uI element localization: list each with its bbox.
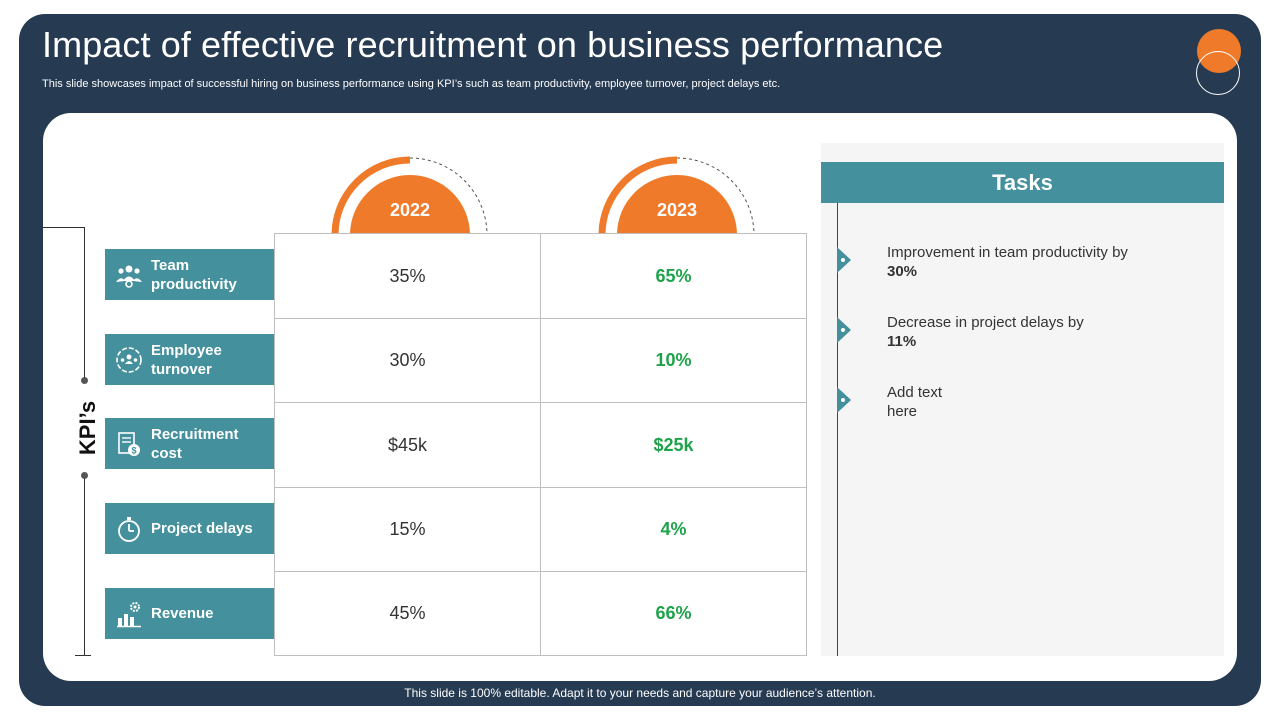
year-label: 2023 bbox=[656, 200, 698, 220]
kpi-project-delays: Project delays bbox=[105, 503, 274, 554]
slide-footer: This slide is 100% editable. Adapt it to… bbox=[404, 686, 876, 700]
table-cell-2022: 30% bbox=[275, 319, 541, 403]
slide-subtitle: This slide showcases impact of successfu… bbox=[42, 78, 781, 90]
kpi-recruitment-cost: $ Recruitment cost bbox=[105, 418, 274, 469]
table-cell-2023: 66% bbox=[655, 603, 692, 623]
table-cell-2023: 4% bbox=[541, 488, 806, 572]
kpi-axis-line bbox=[84, 227, 85, 380]
tasks-heading: Tasks bbox=[821, 162, 1224, 203]
stopwatch-icon bbox=[118, 517, 140, 542]
svg-text:$: $ bbox=[131, 446, 136, 456]
kpi-axis-label: KPI’s bbox=[75, 400, 100, 456]
kpi-table: 35% 65% 30% 10% $45k $25k 15% 4% 45% 66% bbox=[274, 233, 807, 656]
table-cell-2022: $45k bbox=[275, 403, 541, 488]
chart-gear-icon bbox=[117, 602, 141, 628]
decorative-ring bbox=[1196, 51, 1240, 95]
task-item: Add text here bbox=[887, 383, 957, 421]
task-marker bbox=[837, 247, 851, 273]
tasks-timeline-line bbox=[837, 203, 838, 656]
kpi-axis-line bbox=[84, 476, 85, 656]
year-badge-2022: 2022 bbox=[325, 153, 495, 233]
kpi-axis-top-line bbox=[43, 227, 85, 228]
kpi-team-productivity: Team productivity bbox=[105, 249, 274, 300]
team-icon bbox=[116, 265, 142, 288]
kpi-axis-dot bbox=[81, 472, 88, 479]
people-circle-icon bbox=[116, 347, 142, 373]
kpi-revenue: Revenue bbox=[105, 588, 274, 639]
kpi-label: Employee turnover bbox=[151, 341, 222, 378]
table-cell-2023: 10% bbox=[541, 319, 806, 403]
table-cell-2023: $25k bbox=[541, 403, 806, 488]
document-money-icon: $ bbox=[118, 432, 140, 456]
kpi-axis-dot bbox=[81, 377, 88, 384]
table-cell-2022: 45% bbox=[275, 572, 541, 655]
task-text: Improvement in team productivity by bbox=[887, 244, 1128, 261]
kpi-label: Revenue bbox=[151, 605, 214, 622]
task-text: Add text here bbox=[887, 384, 943, 420]
table-cell-2022: 35% bbox=[275, 234, 541, 319]
task-item: Decrease in project delays by 11% bbox=[887, 313, 1107, 351]
year-arc bbox=[598, 156, 755, 233]
slide-title: Impact of effective recruitment on busin… bbox=[42, 24, 944, 65]
tasks-panel bbox=[821, 143, 1224, 656]
task-marker bbox=[837, 387, 851, 413]
kpi-employee-turnover: Employee turnover bbox=[105, 334, 274, 385]
task-text: Decrease in project delays by bbox=[887, 314, 1084, 331]
table-cell-2022: 15% bbox=[275, 488, 541, 572]
task-item: Improvement in team productivity by 30% bbox=[887, 243, 1147, 281]
kpi-label: Recruitment cost bbox=[151, 425, 239, 462]
year-badge-2023: 2023 bbox=[592, 153, 762, 233]
table-cell-2023: 65% bbox=[541, 234, 806, 319]
year-arc bbox=[331, 156, 488, 233]
year-label: 2022 bbox=[389, 200, 431, 220]
kpi-axis-bottom-line bbox=[75, 655, 91, 656]
task-marker bbox=[837, 317, 851, 343]
task-value: 11% bbox=[887, 333, 917, 350]
kpi-label: Project delays bbox=[151, 520, 253, 537]
task-value: 30% bbox=[887, 263, 918, 280]
kpi-label: Team productivity bbox=[151, 256, 237, 293]
